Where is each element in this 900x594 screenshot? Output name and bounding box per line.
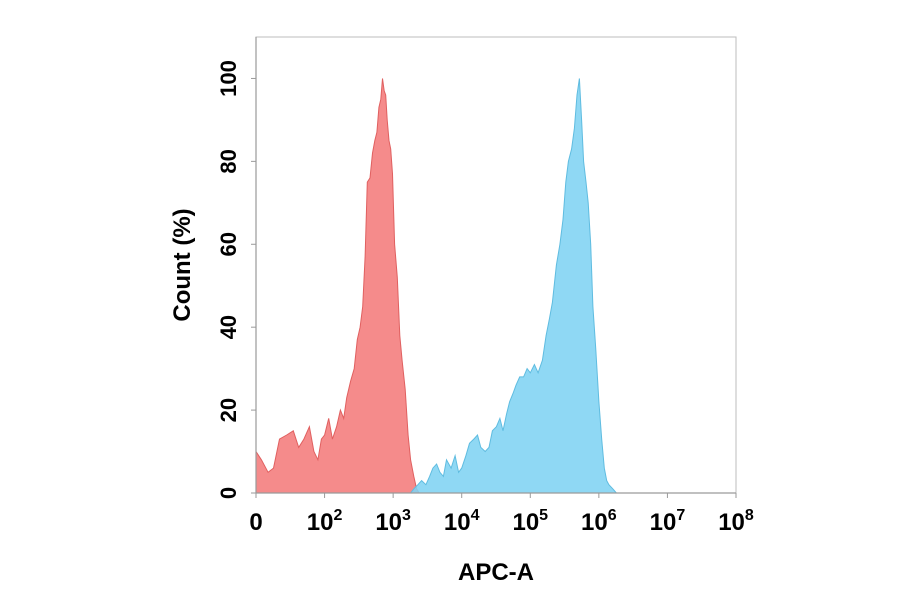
x-tick-exponent: 5 xyxy=(539,507,548,524)
x-tick-base: 10 xyxy=(718,509,745,536)
y-tick-label: 60 xyxy=(216,232,241,256)
y-tick-label: 20 xyxy=(216,398,241,422)
x-tick-label: 108 xyxy=(718,507,754,536)
x-tick-base: 10 xyxy=(444,509,471,536)
x-tick-base: 10 xyxy=(512,509,539,536)
histogram-series-2 xyxy=(409,78,620,494)
y-tick-label: 100 xyxy=(216,60,241,97)
x-tick-label: 103 xyxy=(375,507,411,536)
x-tick-exponent: 7 xyxy=(676,507,685,524)
y-tick-label: 40 xyxy=(216,315,241,339)
y-axis-title: Count (%) xyxy=(169,208,196,321)
x-tick-exponent: 4 xyxy=(471,507,480,524)
y-tick-label: 80 xyxy=(216,149,241,173)
x-tick-base: 10 xyxy=(581,509,608,536)
series-layer xyxy=(255,78,620,494)
x-tick-label: 105 xyxy=(512,507,548,536)
histogram-series-1 xyxy=(255,78,421,494)
x-tick-base: 10 xyxy=(307,509,334,536)
x-tick-exponent: 8 xyxy=(745,507,754,524)
y-tick-label: 0 xyxy=(216,487,241,499)
x-tick-exponent: 3 xyxy=(402,507,411,524)
x-tick-label: 102 xyxy=(307,507,343,536)
x-tick-label: 0 xyxy=(249,509,262,536)
x-ticks: 0 102 103 104 105 106 107 108 xyxy=(249,493,754,536)
x-tick-base: 10 xyxy=(375,509,402,536)
y-ticks: 0 20 40 60 80 100 xyxy=(216,60,256,499)
x-tick-base: 10 xyxy=(650,509,677,536)
x-tick-label: 106 xyxy=(581,507,617,536)
x-tick-exponent: 2 xyxy=(333,507,342,524)
x-tick-base: 0 xyxy=(249,509,262,536)
x-tick-exponent: 6 xyxy=(608,507,617,524)
x-axis-title: APC-A xyxy=(458,559,534,586)
x-tick-label: 104 xyxy=(444,507,480,536)
x-tick-label: 107 xyxy=(650,507,686,536)
